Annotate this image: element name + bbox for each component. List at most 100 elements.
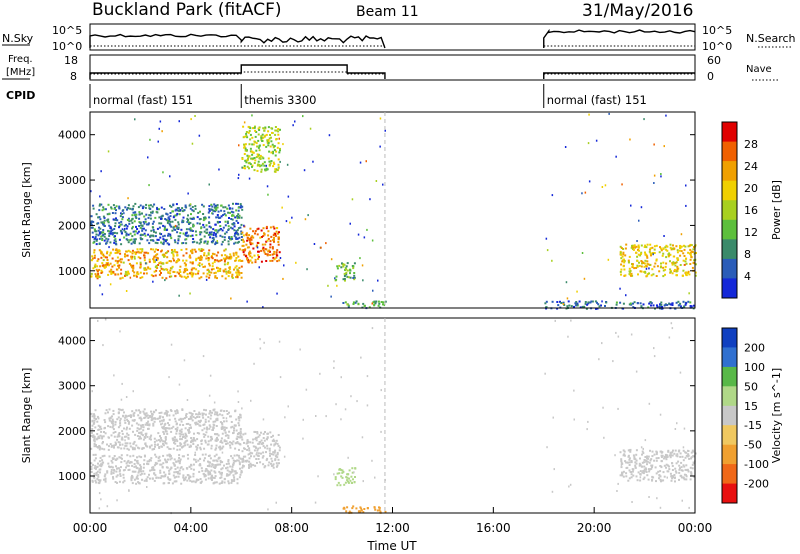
echo-cell bbox=[373, 304, 376, 307]
noise-cell bbox=[379, 117, 382, 120]
noise-cell bbox=[573, 418, 575, 421]
echo-cell bbox=[194, 454, 197, 456]
echo-cell bbox=[152, 422, 155, 425]
echo-cell bbox=[272, 150, 274, 153]
echo-cell bbox=[154, 231, 157, 234]
echo-cell bbox=[204, 439, 207, 442]
station-title: Buckland Park (fitACF) bbox=[92, 0, 282, 20]
echo-cell bbox=[172, 226, 175, 229]
echo-cell bbox=[235, 202, 238, 205]
echo-cell bbox=[93, 228, 96, 231]
echo-cell bbox=[641, 453, 643, 456]
echo-cell bbox=[180, 482, 183, 485]
echo-cell bbox=[216, 436, 218, 439]
echo-cell bbox=[223, 260, 226, 263]
echo-cell bbox=[189, 423, 192, 426]
echo-cell bbox=[147, 222, 150, 225]
echo-cell bbox=[170, 410, 173, 412]
echo-cell bbox=[257, 250, 259, 253]
echo-cell bbox=[162, 431, 165, 433]
echo-cell bbox=[247, 445, 249, 448]
echo-cell bbox=[271, 259, 274, 262]
echo-cell bbox=[169, 455, 171, 458]
echo-cell bbox=[99, 446, 102, 449]
echo-cell bbox=[232, 440, 235, 443]
echo-cell bbox=[574, 302, 577, 305]
echo-cell bbox=[139, 261, 142, 264]
noise-cell bbox=[248, 177, 251, 180]
noise-cell bbox=[643, 118, 645, 121]
echo-cell bbox=[185, 238, 188, 241]
echo-cell bbox=[155, 254, 157, 257]
echo-cell bbox=[168, 481, 170, 484]
echo-cell bbox=[156, 417, 159, 420]
echo-cell bbox=[144, 442, 147, 445]
echo-cell bbox=[250, 150, 253, 153]
echo-cell bbox=[258, 126, 261, 129]
echo-cell bbox=[640, 251, 643, 254]
echo-cell bbox=[210, 435, 212, 438]
echo-cell bbox=[108, 445, 110, 448]
echo-cell bbox=[279, 128, 281, 131]
echo-cell bbox=[124, 270, 127, 273]
noise-cell bbox=[371, 459, 373, 462]
noise-cell bbox=[294, 120, 296, 123]
noise-cell bbox=[285, 220, 288, 223]
echo-cell bbox=[629, 450, 632, 453]
echo-cell bbox=[262, 437, 265, 439]
echo-cell bbox=[118, 432, 121, 434]
echo-cell bbox=[273, 163, 276, 165]
echo-cell bbox=[138, 447, 141, 450]
echo-cell bbox=[151, 448, 154, 451]
echo-cell bbox=[627, 259, 630, 262]
echo-cell bbox=[263, 232, 266, 235]
echo-cell bbox=[635, 251, 638, 254]
echo-cell bbox=[350, 481, 353, 484]
noise-cell bbox=[208, 394, 211, 397]
echo-cell bbox=[90, 434, 93, 437]
echo-cell bbox=[269, 259, 272, 262]
echo-cell bbox=[693, 259, 696, 262]
beam-label: Beam 11 bbox=[356, 4, 419, 20]
echo-cell bbox=[149, 217, 152, 220]
echo-cell bbox=[235, 418, 238, 421]
noise-cell bbox=[91, 390, 93, 393]
noise-cell bbox=[147, 156, 149, 159]
echo-cell bbox=[659, 246, 661, 249]
echo-cell bbox=[265, 133, 268, 136]
noise-cell bbox=[100, 170, 102, 173]
echo-cell bbox=[149, 469, 152, 472]
echo-cell bbox=[544, 302, 547, 305]
echo-cell bbox=[196, 438, 199, 441]
echo-cell bbox=[228, 473, 231, 476]
echo-cell bbox=[236, 433, 239, 435]
echo-cell bbox=[184, 437, 187, 440]
colorbar-segment bbox=[722, 405, 737, 426]
echo-cell bbox=[134, 253, 137, 255]
echo-cell bbox=[224, 268, 227, 271]
echo-cell bbox=[97, 473, 100, 476]
echo-cell bbox=[197, 270, 200, 273]
echo-cell bbox=[265, 459, 268, 462]
echo-cell bbox=[156, 462, 159, 465]
echo-cell bbox=[256, 431, 259, 433]
echo-cell bbox=[248, 460, 251, 463]
echo-cell bbox=[215, 425, 218, 427]
noise-cell bbox=[289, 221, 291, 224]
echo-cell bbox=[653, 453, 656, 456]
echo-cell bbox=[140, 424, 142, 427]
echo-cell bbox=[166, 221, 169, 224]
echo-cell bbox=[226, 222, 229, 225]
echo-cell bbox=[252, 143, 255, 146]
echo-cell bbox=[262, 463, 265, 466]
echo-cell bbox=[170, 457, 173, 460]
echo-cell bbox=[224, 248, 227, 251]
echo-cell bbox=[641, 262, 643, 265]
echo-cell bbox=[235, 253, 238, 256]
noise-cell bbox=[587, 142, 590, 145]
echo-cell bbox=[232, 252, 235, 255]
echo-cell bbox=[138, 428, 141, 431]
echo-cell bbox=[188, 255, 191, 258]
echo-cell bbox=[91, 255, 94, 258]
echo-cell bbox=[159, 471, 162, 474]
